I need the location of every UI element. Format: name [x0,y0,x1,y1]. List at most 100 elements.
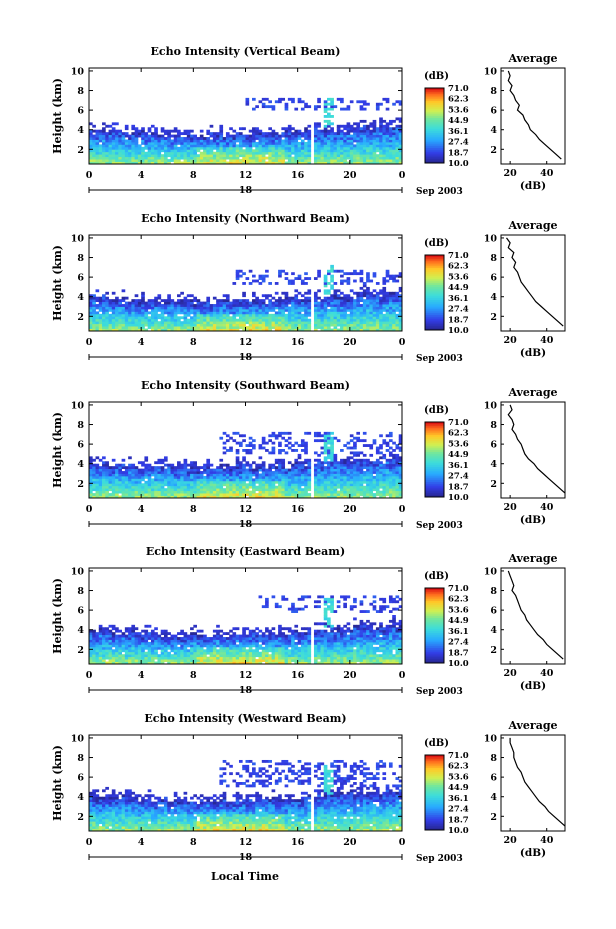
heatmap-cell [203,159,207,162]
heatmap-cell [141,471,145,474]
heatmap-cell [196,316,201,320]
heatmap-cell [193,139,197,143]
heatmap-cell [340,321,344,325]
colorbar-tick-label: 27.4 [448,305,469,315]
heatmap-cell [199,326,204,329]
heatmap-cell [265,485,269,489]
heatmap-cell [353,308,357,312]
heatmap-cell [206,475,211,479]
heatmap-cell [268,137,272,140]
colorbar-segment [425,258,444,262]
heatmap-cell [333,478,338,482]
heatmap-cell [121,151,126,155]
heatmap-cell [343,149,347,153]
heatmap-cell [160,495,165,499]
heatmap-cell [102,299,106,303]
heatmap-cell [320,461,325,465]
heatmap-cell [98,328,103,332]
heatmap-cell [392,119,396,123]
heatmap-cell [92,659,96,662]
heatmap-cell [141,137,145,140]
heatmap-cell [225,316,230,320]
heatmap-cell [154,154,158,158]
heatmap-cell [372,308,377,312]
heatmap-cell [392,306,396,310]
heatmap-cell [105,644,109,648]
heatmap-cell [372,127,377,131]
heatmap-cell [248,490,253,494]
heatmap-cell [382,441,387,445]
heatmap-cell [206,159,211,162]
heatmap-cell [95,318,100,322]
heatmap-cell [206,326,211,329]
colorbar-segment [425,119,444,123]
heatmap-cell [245,156,250,160]
heatmap-cell [362,134,367,138]
heatmap-cell [323,291,328,295]
heatmap-cell [385,458,390,462]
heatmap-cell [379,468,383,472]
heatmap-cell [385,156,390,160]
heatmap-cell [284,137,289,140]
heatmap-cell [124,149,129,153]
heatmap-cell [248,134,253,138]
heatmap-cell [287,313,292,317]
heatmap-cell [375,102,380,106]
heatmap-cell [225,134,230,138]
heatmap-cell [141,139,145,143]
heatmap-cell [385,149,390,153]
heatmap-cell [102,149,106,153]
heatmap-cell [261,488,266,492]
heatmap-cell [144,161,149,165]
heatmap-cell [340,458,344,462]
heatmap-cell [297,313,302,317]
heatmap-cell [392,316,396,320]
heatmap-cell [300,304,305,307]
heatmap-cell [212,478,217,482]
heatmap-cell [278,493,282,496]
heatmap-cell [124,471,129,474]
heatmap-cell [353,444,357,447]
heatmap-cell [235,304,240,307]
heatmap-cell [336,439,341,443]
heatmap-cell [255,478,259,482]
heatmap-cell [235,441,240,445]
heatmap-cell [186,139,191,143]
heatmap-cell [261,468,266,472]
heatmap-cell [268,294,272,298]
heatmap-cell [297,291,302,295]
heatmap-cell [385,313,390,317]
heatmap-cell [163,146,168,150]
heatmap-cell [196,141,201,145]
heatmap-cell [353,471,357,474]
heatmap-cell [141,301,145,305]
heatmap-cell [300,316,305,320]
heatmap-cell [317,480,321,484]
heatmap-cell [196,471,201,474]
heatmap-cell [209,134,214,138]
heatmap-cell [333,289,338,293]
heatmap-cell [238,149,243,153]
heatmap-cell [349,456,354,460]
heatmap-cell [395,301,400,305]
heatmap-cell [160,141,165,145]
heatmap-cell [105,493,109,496]
heatmap-cell [320,159,325,162]
heatmap-cell [173,485,178,489]
colorbar-segment [425,442,444,445]
heatmap-cell [229,449,233,452]
heatmap-cell [379,132,383,136]
heatmap-cell [222,301,227,305]
heatmap-cell [134,149,139,153]
heatmap-cell [395,308,400,312]
heatmap-cell [261,134,266,138]
heatmap-cell [89,134,93,138]
heatmap-cell [105,139,109,143]
heatmap-cell [398,141,403,145]
heatmap-cell [265,471,269,474]
heatmap-cell [196,326,201,329]
heatmap-cell [118,468,123,472]
heatmap-cell [300,107,305,111]
heatmap-cell [388,306,393,310]
heatmap-cell [98,490,103,494]
